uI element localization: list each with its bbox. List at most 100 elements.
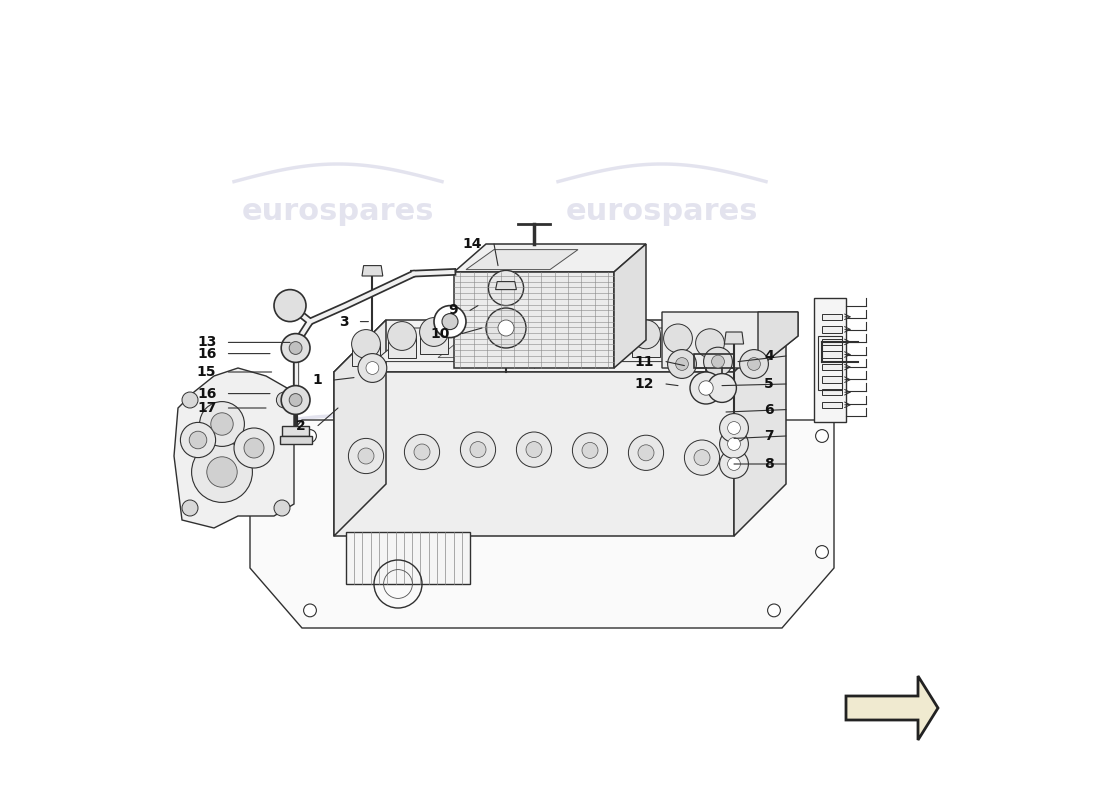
Text: 2: 2 <box>296 418 306 433</box>
Circle shape <box>211 413 233 435</box>
Circle shape <box>414 444 430 460</box>
Text: 3: 3 <box>339 314 349 329</box>
Circle shape <box>698 381 713 395</box>
Polygon shape <box>455 330 484 352</box>
Circle shape <box>563 314 593 342</box>
Circle shape <box>207 457 238 487</box>
Circle shape <box>663 324 692 353</box>
Circle shape <box>528 313 557 342</box>
Circle shape <box>304 430 317 442</box>
Polygon shape <box>496 282 516 290</box>
Text: 12: 12 <box>635 377 654 391</box>
Circle shape <box>358 448 374 464</box>
Circle shape <box>191 442 252 502</box>
Circle shape <box>668 350 696 378</box>
Circle shape <box>442 314 458 330</box>
Text: 1: 1 <box>312 373 322 387</box>
Polygon shape <box>419 332 449 354</box>
Text: 11: 11 <box>635 354 654 369</box>
Circle shape <box>638 445 654 461</box>
Text: 17: 17 <box>197 401 217 415</box>
Circle shape <box>182 392 198 408</box>
Circle shape <box>516 432 551 467</box>
Circle shape <box>366 362 378 374</box>
Circle shape <box>349 438 384 474</box>
Circle shape <box>486 308 526 348</box>
Text: 7: 7 <box>764 429 774 443</box>
Circle shape <box>352 330 381 358</box>
Circle shape <box>461 432 496 467</box>
Polygon shape <box>250 420 834 628</box>
Circle shape <box>276 392 293 408</box>
Text: 10: 10 <box>430 326 450 341</box>
Polygon shape <box>352 344 381 366</box>
Circle shape <box>727 458 740 470</box>
Text: 6: 6 <box>764 402 774 417</box>
Circle shape <box>387 322 417 350</box>
Text: 8: 8 <box>764 457 774 471</box>
Circle shape <box>684 440 719 475</box>
Circle shape <box>526 442 542 458</box>
Circle shape <box>628 435 663 470</box>
Circle shape <box>358 354 387 382</box>
Circle shape <box>719 430 748 458</box>
Circle shape <box>189 431 207 449</box>
Polygon shape <box>822 338 842 345</box>
Polygon shape <box>279 436 311 444</box>
Polygon shape <box>334 320 786 372</box>
Polygon shape <box>822 314 842 320</box>
Polygon shape <box>454 272 614 368</box>
Polygon shape <box>758 312 798 368</box>
Text: 15: 15 <box>197 365 217 379</box>
Polygon shape <box>822 351 842 358</box>
Circle shape <box>631 320 660 349</box>
Polygon shape <box>631 334 660 357</box>
Polygon shape <box>334 320 386 536</box>
Polygon shape <box>822 377 842 383</box>
Circle shape <box>282 386 310 414</box>
Circle shape <box>180 422 216 458</box>
Polygon shape <box>346 532 470 584</box>
Circle shape <box>498 320 514 336</box>
Circle shape <box>199 402 244 446</box>
Circle shape <box>719 414 748 442</box>
Circle shape <box>815 546 828 558</box>
Circle shape <box>492 314 520 342</box>
Circle shape <box>289 394 302 406</box>
Circle shape <box>572 433 607 468</box>
Circle shape <box>719 450 748 478</box>
Polygon shape <box>614 244 646 368</box>
Text: 14: 14 <box>462 237 482 251</box>
Circle shape <box>244 438 264 458</box>
Circle shape <box>182 500 198 516</box>
Circle shape <box>768 604 780 617</box>
Circle shape <box>690 372 722 404</box>
Text: 9: 9 <box>449 303 458 318</box>
Circle shape <box>582 442 598 458</box>
Polygon shape <box>174 368 294 528</box>
Circle shape <box>712 355 725 368</box>
Circle shape <box>419 318 449 346</box>
Text: eurospares: eurospares <box>565 450 758 478</box>
Circle shape <box>274 290 306 322</box>
Circle shape <box>815 430 828 442</box>
Circle shape <box>434 306 466 338</box>
Polygon shape <box>822 402 842 408</box>
Text: eurospares: eurospares <box>565 198 758 226</box>
Polygon shape <box>438 332 654 358</box>
Circle shape <box>470 442 486 458</box>
Polygon shape <box>822 389 842 395</box>
Text: 4: 4 <box>764 349 774 363</box>
Circle shape <box>455 315 484 344</box>
Polygon shape <box>334 372 734 536</box>
Circle shape <box>234 428 274 468</box>
Polygon shape <box>725 332 744 344</box>
Polygon shape <box>563 328 593 350</box>
Circle shape <box>727 438 740 450</box>
Polygon shape <box>846 676 938 740</box>
Circle shape <box>739 350 769 378</box>
Circle shape <box>675 358 689 370</box>
Polygon shape <box>734 320 786 536</box>
Circle shape <box>768 430 780 442</box>
Circle shape <box>694 450 710 466</box>
